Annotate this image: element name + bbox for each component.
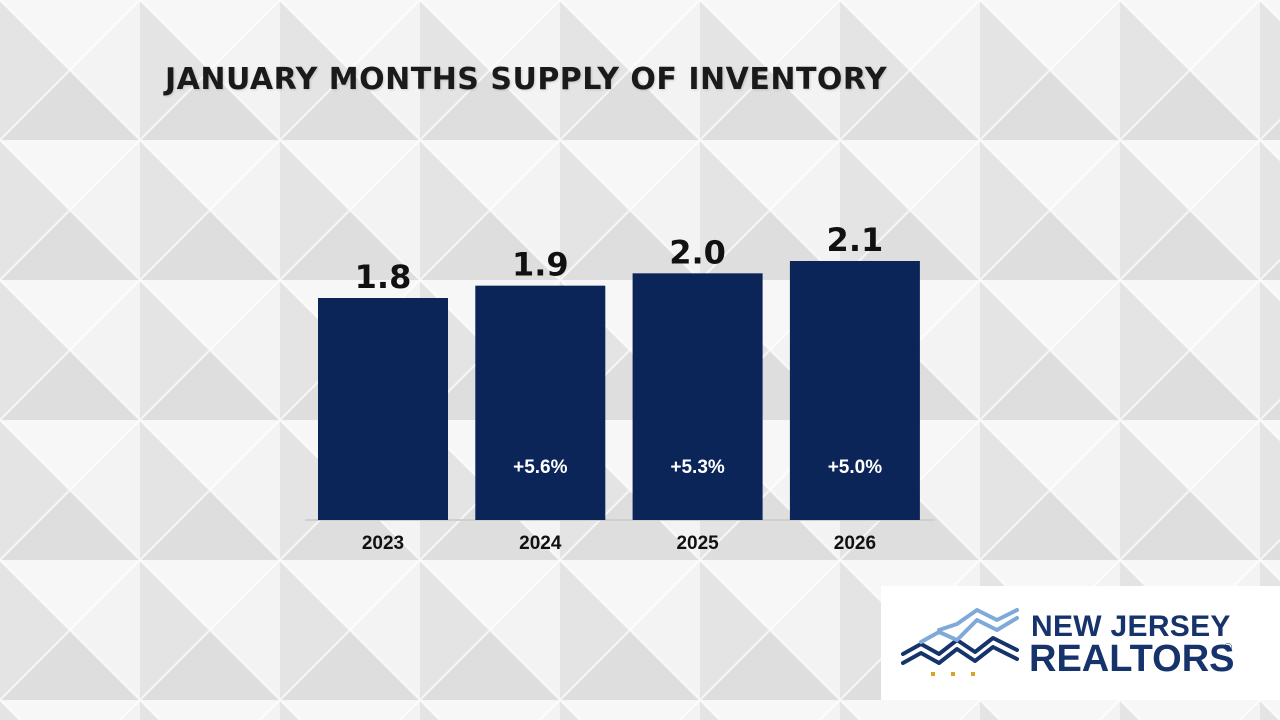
- bar-2024: [475, 285, 606, 520]
- x-tick-label-2025: 2025: [676, 533, 719, 554]
- x-tick-label-2026: 2026: [834, 533, 876, 554]
- bar-change-label-2025: +5.3%: [670, 457, 725, 478]
- bar-2025: [632, 273, 763, 520]
- bar-value-label-2026: 2.1: [827, 221, 884, 259]
- bar-2023: [318, 298, 448, 520]
- chart-title: JANUARY MONTHS SUPPLY OF INVENTORY: [165, 62, 888, 97]
- bar-change-label-2024: +5.6%: [513, 457, 568, 478]
- bar-value-label-2024: 1.9: [512, 246, 569, 284]
- logo-text-realtors: REALTORS: [1029, 638, 1235, 680]
- realtors-buildings-icon: [901, 608, 1019, 676]
- registered-mark: ®: [1224, 642, 1233, 654]
- bar-2026: [789, 261, 920, 520]
- bar-change-label-2026: +5.0%: [828, 457, 883, 478]
- bar-value-label-2023: 1.8: [355, 258, 412, 296]
- bar-value-label-2025: 2.0: [669, 233, 726, 271]
- new-jersey-realtors-logo: NEW JERSEY REALTORS ®: [881, 586, 1280, 700]
- logo-text-new-jersey: NEW JERSEY: [1031, 610, 1231, 643]
- x-tick-label-2023: 2023: [362, 533, 404, 554]
- x-tick-label-2024: 2024: [519, 533, 562, 554]
